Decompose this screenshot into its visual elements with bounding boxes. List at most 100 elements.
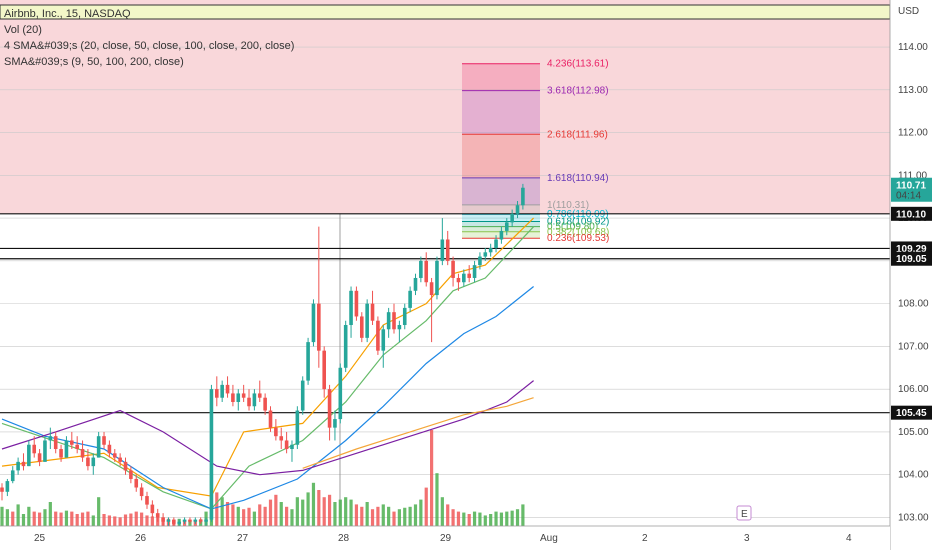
time-tick-label: 25: [34, 533, 46, 544]
level-price-tag[interactable]: [891, 405, 932, 420]
fibonacci-extension[interactable]: 4.236(113.61) 3.618(112.98) 2.618(111.96) 1…: [339, 59, 609, 518]
volume-bar: [231, 504, 235, 526]
volume-bar: [102, 514, 106, 526]
candlesticks: [0, 183, 525, 526]
volume-bar: [446, 504, 450, 526]
candle-body: [75, 444, 79, 450]
level-price-label: 110.10: [896, 209, 926, 220]
price-axis[interactable]: USD114.00113.00112.00111.00110.00109.001…: [889, 0, 932, 550]
candle-body: [499, 230, 504, 240]
volume-bar: [462, 512, 466, 526]
level-price-tag[interactable]: [891, 251, 932, 266]
volume-bar: [48, 502, 52, 526]
volume-bar: [91, 515, 95, 526]
candle-body: [429, 282, 434, 296]
candle-body: [53, 436, 58, 450]
level-price-label: 105.45: [896, 408, 927, 419]
candle-body: [64, 440, 69, 458]
volume-bar: [21, 514, 26, 526]
time-tick-label: Aug: [540, 533, 558, 544]
fib-label: 3.618(112.98): [547, 86, 609, 97]
volume-bar: [430, 430, 434, 526]
volume-bar: [301, 499, 305, 526]
volume-bar: [392, 511, 396, 526]
candle-body: [166, 519, 171, 522]
candle-body: [59, 449, 63, 458]
candle-body: [16, 461, 20, 471]
volume-bar: [220, 497, 224, 526]
volume-indicator-label[interactable]: Vol (20): [4, 24, 42, 36]
volume-bar: [354, 504, 359, 526]
sma4-indicator-label[interactable]: 4 SMA&#039;s (20, close, 50, close, 100,…: [4, 40, 295, 52]
volume-bar: [134, 511, 138, 526]
volume-bar: [306, 492, 310, 526]
volume-bar: [27, 506, 31, 526]
volume-bar: [440, 497, 444, 526]
price-tick-label: 103.00: [898, 512, 929, 523]
candle-body: [198, 519, 203, 522]
volume-bar: [86, 511, 90, 526]
price-axis-bg: [890, 0, 932, 550]
time-axis[interactable]: 25 26 27 28 29 Aug 2 3 4 E: [0, 505, 890, 550]
candle-body: [462, 273, 466, 283]
candle-body: [193, 519, 198, 522]
volume-bar: [236, 506, 240, 526]
candle-body: [123, 461, 128, 471]
candle-body: [451, 260, 455, 278]
volume-bar: [43, 509, 47, 526]
candle-body: [231, 393, 235, 402]
candle-body: [376, 320, 380, 351]
volume-bar: [387, 506, 391, 526]
chart-legend: Airbnb, Inc., 15, NASDAQ Vol (20) 4 SMA&…: [4, 6, 294, 70]
candle-body: [43, 440, 47, 462]
candle-body: [322, 350, 326, 390]
volume-bar: [279, 502, 283, 526]
time-tick-label: 28: [338, 533, 350, 544]
price-tick-label: 107.00: [898, 341, 929, 352]
sma-indicator-label[interactable]: SMA&#039;s (9, 50, 100, 200, close): [4, 56, 184, 68]
time-axis-bg: [0, 526, 890, 550]
horizontal-levels[interactable]: [0, 213, 890, 414]
candle-body: [483, 252, 488, 257]
price-tick-label: 108.00: [898, 299, 929, 310]
candle-body: [209, 389, 214, 520]
volume-bar: [413, 504, 418, 526]
volume-bar: [408, 506, 412, 526]
grid-lines: [0, 46, 890, 518]
last-price-tag[interactable]: [891, 177, 932, 202]
volume-bar: [472, 511, 477, 526]
moving-average-line: [1, 217, 535, 497]
price-tick-label: 113.00: [898, 85, 928, 96]
candle-body: [118, 457, 122, 462]
volume-bar: [37, 512, 42, 526]
volume-bar: [70, 511, 74, 526]
candle-body: [155, 513, 160, 518]
volume-bar: [107, 515, 111, 526]
level-price-tag[interactable]: [891, 206, 932, 221]
volume-bar: [499, 512, 504, 526]
volume-bar: [5, 509, 9, 526]
symbol-title[interactable]: Airbnb, Inc., 15, NASDAQ: [4, 8, 131, 20]
candle-body: [402, 307, 407, 326]
candle-body: [521, 187, 525, 206]
volume-bar: [360, 506, 364, 526]
candle-body: [510, 213, 514, 223]
volume-bar: [333, 502, 337, 526]
level-price-label: 109.05: [896, 254, 927, 265]
candle-body: [435, 260, 439, 296]
price-tick-label: 111.00: [898, 170, 928, 181]
candle-body: [354, 290, 359, 317]
candle-body: [349, 290, 353, 326]
candle-body: [424, 260, 429, 283]
candle-body: [91, 457, 96, 467]
volume-bar: [150, 516, 154, 526]
candle-body: [392, 312, 396, 330]
candle-body: [247, 397, 251, 407]
candle-body: [134, 478, 139, 488]
candle-body: [284, 440, 289, 450]
volume-bar: [64, 510, 69, 526]
earnings-marker[interactable]: [736, 505, 752, 521]
volume-bar: [376, 506, 380, 526]
price-tick-label: 114.00: [898, 42, 928, 53]
